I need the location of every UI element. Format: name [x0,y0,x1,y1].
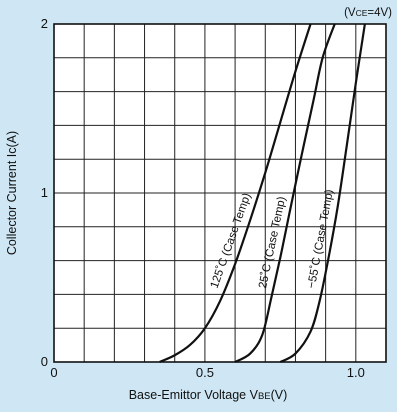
tick-labels: 0 0.5 1.0 0 1 2 [41,16,365,380]
series-line [234,23,336,363]
plot-frame [53,23,387,363]
x-tick-label: 0.5 [196,365,214,380]
condition-label: (VCE=4V) [344,7,392,19]
x-tick-label: 1.0 [347,365,365,380]
y-tick-label: 1 [41,185,48,200]
grid [54,24,386,362]
x-tick-label: 0 [50,365,57,380]
y-axis-label: Collector Current Ic(A) [5,131,19,255]
series-line [279,23,366,363]
y-tick-label: 2 [41,16,48,31]
y-tick-label: 0 [41,354,48,369]
x-axis-label: Base-Emittor Voltage VBE(V) [129,388,288,402]
series-line [159,23,312,364]
